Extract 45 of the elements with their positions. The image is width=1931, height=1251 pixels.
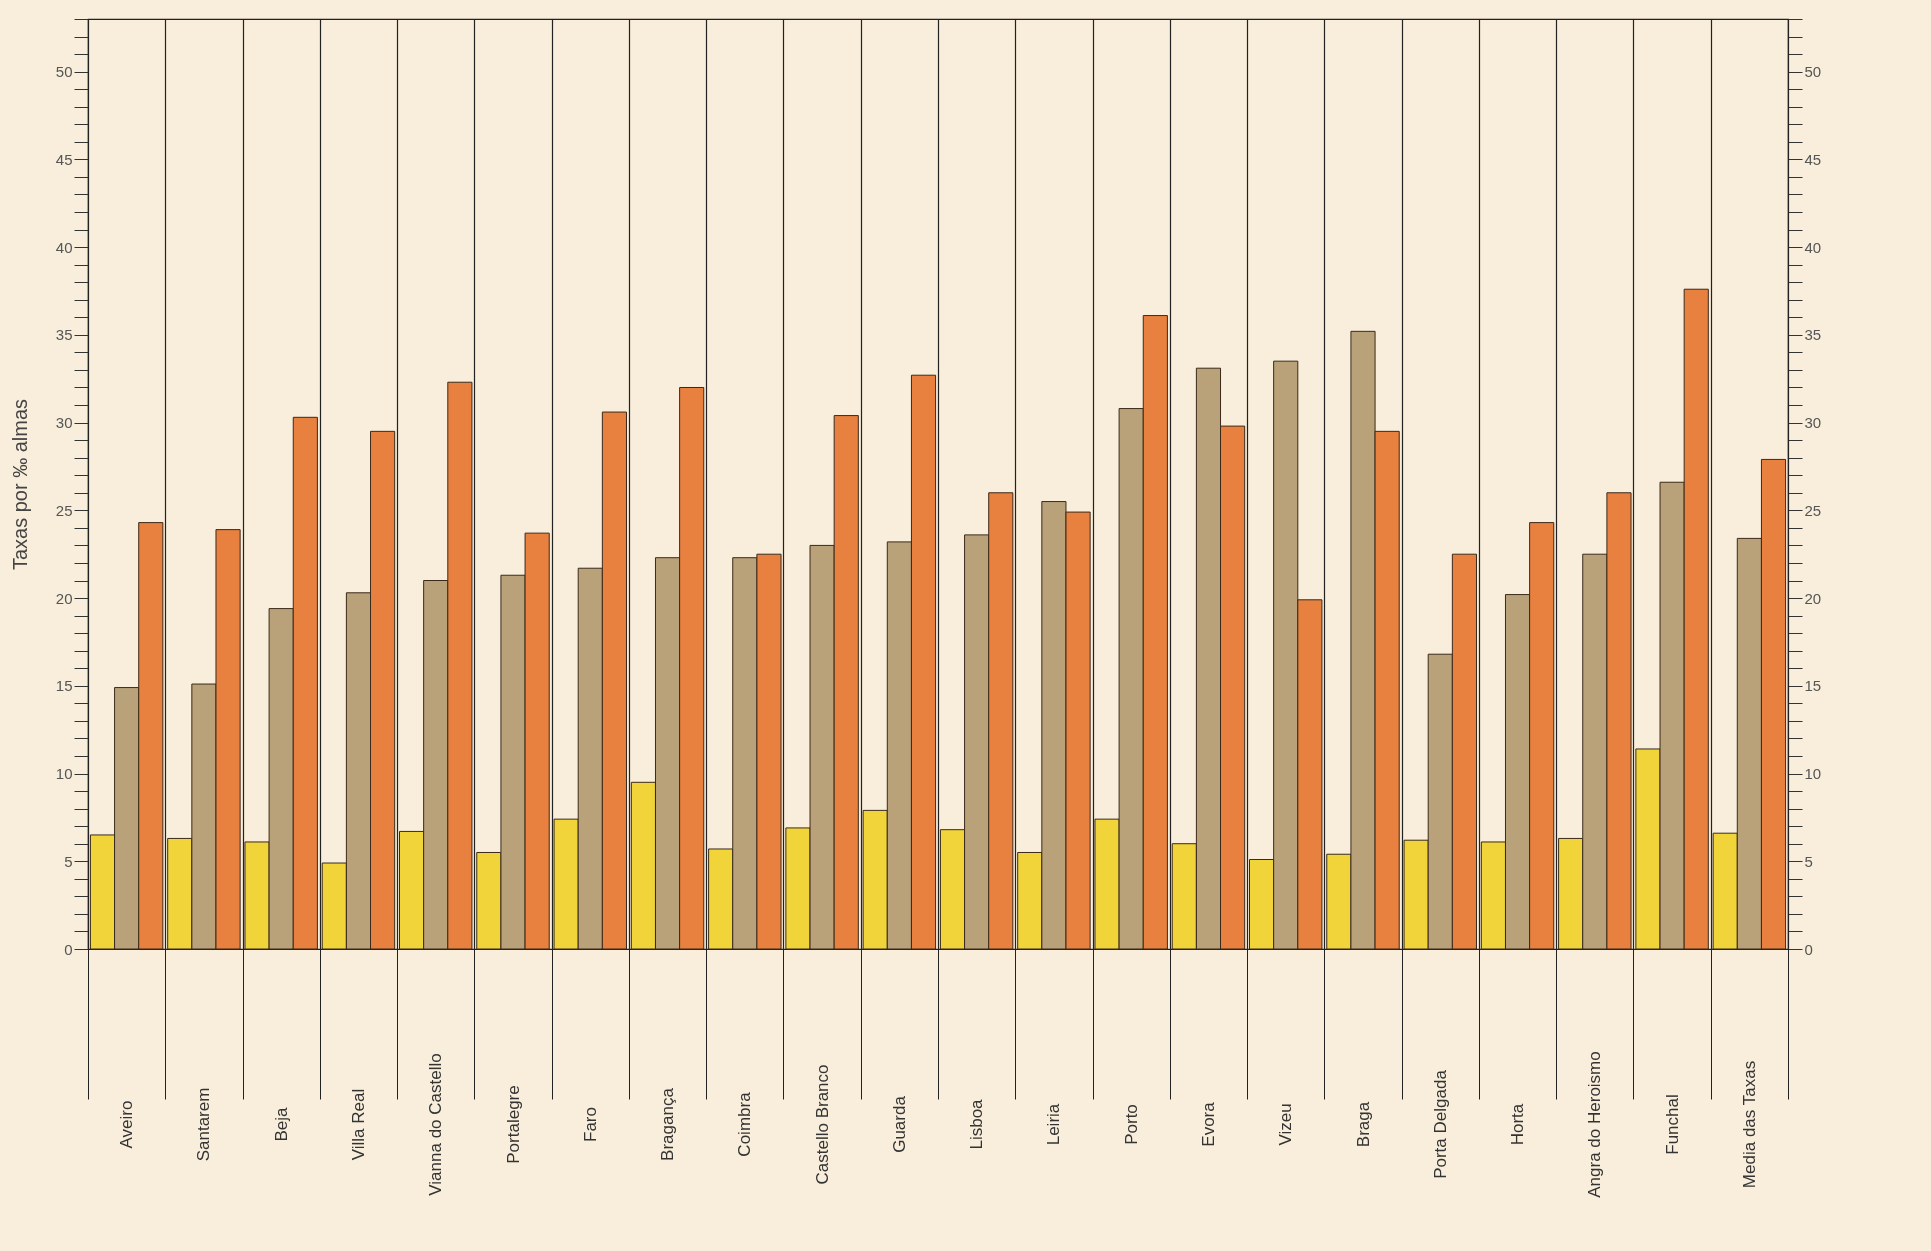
y2-tick-label: 15	[1804, 677, 1822, 695]
x-tick-label: Villa Real	[348, 1088, 368, 1161]
x-tick-label: Beja	[271, 1106, 291, 1142]
y2-tick-label: 0	[1804, 940, 1813, 958]
y-tick-label: 20	[55, 589, 73, 607]
y2-tick-label: 30	[1804, 414, 1822, 432]
y2-tick-label: 5	[1804, 852, 1813, 870]
x-tick-label: Castello Branco	[812, 1064, 832, 1185]
y-tick-label: 30	[55, 414, 73, 432]
x-tick-label: Aveiro	[117, 1100, 137, 1149]
x-tick-label: Santarem	[194, 1087, 214, 1162]
x-tick-label: Porto	[1121, 1104, 1141, 1145]
x-tick-label: Coimbra	[735, 1091, 755, 1157]
y-axis-title: Taxas por ‰ almas	[8, 398, 31, 571]
x-tick-label: Leiria	[1044, 1103, 1064, 1146]
x-tick-label: Evora	[1198, 1101, 1218, 1147]
x-tick-label: Portalegre	[503, 1085, 523, 1164]
x-tick-label: Funchal	[1662, 1094, 1682, 1155]
y2-tick-label: 35	[1804, 326, 1822, 344]
x-tick-label: Bragança	[658, 1087, 678, 1161]
y-tick-label: 45	[55, 150, 73, 168]
y2-tick-label: 25	[1804, 501, 1822, 519]
x-tick-label: Braga	[1353, 1101, 1373, 1148]
x-tick-label: Vizeu	[1276, 1103, 1296, 1146]
y-tick-label: 10	[55, 765, 73, 783]
y-tick-label: 5	[64, 852, 73, 870]
x-tick-label: Media das Taxas	[1739, 1060, 1759, 1189]
y-tick-label: 15	[55, 677, 73, 695]
y2-tick-label: 40	[1804, 238, 1822, 256]
y2-tick-label: 10	[1804, 765, 1822, 783]
y-tick-label: 25	[55, 501, 73, 519]
y2-tick-label: 20	[1804, 589, 1822, 607]
x-tick-label: Angra do Heroismo	[1585, 1051, 1605, 1198]
x-tick-label: Guarda	[889, 1095, 909, 1153]
x-tick-label: Faro	[580, 1107, 600, 1142]
y-tick-label: 0	[64, 940, 73, 958]
x-tick-label: Porta Delgada	[1430, 1069, 1450, 1179]
x-tick-label: Vianna do Castello	[426, 1053, 446, 1196]
y-tick-label: 40	[55, 238, 73, 256]
x-tick-label: Lisboa	[967, 1098, 987, 1150]
y2-tick-label: 45	[1804, 150, 1822, 168]
x-tick-label: Horta	[1508, 1103, 1528, 1146]
y-tick-label: 50	[55, 63, 73, 81]
y-tick-label: 35	[55, 326, 73, 344]
y2-tick-label: 50	[1804, 63, 1822, 81]
